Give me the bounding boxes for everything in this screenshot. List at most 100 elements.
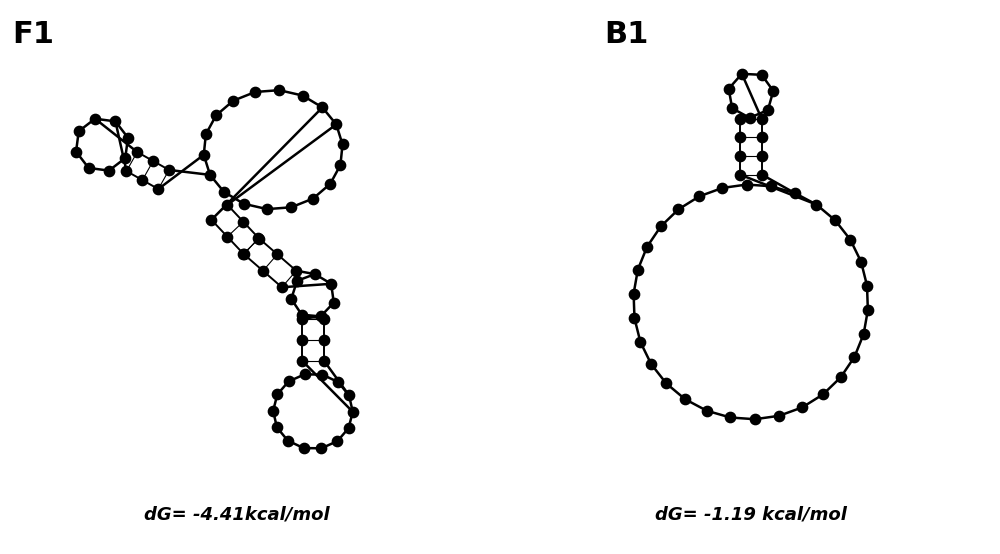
Point bbox=[314, 103, 330, 112]
Point bbox=[235, 249, 251, 258]
Point bbox=[250, 233, 266, 242]
Point bbox=[345, 407, 361, 416]
Point bbox=[202, 171, 218, 179]
Point bbox=[626, 314, 642, 322]
Point bbox=[732, 114, 748, 123]
Point bbox=[739, 180, 755, 189]
Point bbox=[677, 395, 693, 404]
Point bbox=[307, 270, 323, 279]
Point bbox=[129, 147, 145, 156]
Point bbox=[859, 281, 875, 290]
Point bbox=[196, 151, 212, 160]
Point bbox=[203, 216, 219, 224]
Point bbox=[274, 283, 290, 292]
Point bbox=[330, 378, 346, 387]
Point bbox=[763, 182, 779, 191]
Point bbox=[219, 201, 235, 209]
Point bbox=[842, 235, 858, 244]
Point bbox=[295, 91, 311, 100]
Point bbox=[322, 179, 338, 188]
Point bbox=[734, 69, 750, 78]
Point bbox=[283, 295, 299, 304]
Point bbox=[827, 216, 843, 225]
Point bbox=[68, 147, 84, 156]
Point bbox=[722, 413, 738, 422]
Point bbox=[860, 306, 876, 315]
Point bbox=[329, 437, 345, 445]
Point bbox=[732, 151, 748, 160]
Point bbox=[198, 130, 214, 138]
Point bbox=[754, 70, 770, 79]
Point bbox=[251, 234, 267, 243]
Text: B1: B1 bbox=[604, 20, 649, 49]
Point bbox=[856, 330, 872, 338]
Point bbox=[316, 314, 332, 323]
Point bbox=[294, 335, 310, 344]
Point bbox=[265, 407, 281, 416]
Point bbox=[294, 314, 310, 323]
Point bbox=[107, 117, 123, 126]
Point bbox=[754, 114, 770, 123]
Point bbox=[281, 377, 297, 386]
Point bbox=[235, 217, 251, 226]
Point bbox=[833, 373, 849, 382]
Point bbox=[754, 133, 770, 142]
Point bbox=[815, 390, 831, 399]
Point bbox=[653, 222, 669, 231]
Point bbox=[118, 167, 134, 176]
Point bbox=[787, 188, 803, 197]
Point bbox=[269, 423, 285, 432]
Point bbox=[721, 84, 737, 93]
Point bbox=[150, 184, 166, 193]
Point bbox=[81, 163, 97, 172]
Point bbox=[259, 204, 275, 213]
Point bbox=[313, 444, 329, 453]
Point bbox=[247, 88, 263, 96]
Point bbox=[280, 436, 296, 445]
Point bbox=[305, 194, 321, 203]
Point bbox=[145, 157, 161, 166]
Point bbox=[236, 250, 252, 259]
Point bbox=[71, 127, 87, 136]
Point bbox=[328, 120, 344, 129]
Point bbox=[724, 104, 740, 112]
Point bbox=[742, 114, 758, 122]
Point bbox=[134, 176, 150, 184]
Point bbox=[341, 391, 357, 400]
Point bbox=[714, 183, 730, 192]
Point bbox=[289, 276, 305, 285]
Point bbox=[699, 406, 715, 415]
Point bbox=[630, 265, 646, 274]
Point bbox=[771, 412, 787, 420]
Point bbox=[161, 166, 177, 175]
Point bbox=[208, 111, 224, 120]
Point bbox=[754, 151, 770, 160]
Point bbox=[853, 257, 869, 266]
Point bbox=[314, 370, 330, 379]
Point bbox=[120, 134, 136, 142]
Point bbox=[632, 337, 648, 346]
Point bbox=[288, 266, 304, 275]
Point bbox=[808, 200, 824, 209]
Point bbox=[101, 166, 117, 175]
Point bbox=[294, 310, 310, 319]
Point bbox=[765, 86, 781, 95]
Point bbox=[747, 415, 763, 424]
Point bbox=[335, 140, 351, 149]
Point bbox=[323, 279, 339, 288]
Point bbox=[760, 106, 776, 115]
Point bbox=[341, 424, 357, 433]
Point bbox=[255, 266, 271, 275]
Point bbox=[296, 444, 312, 453]
Point bbox=[294, 356, 310, 365]
Point bbox=[271, 86, 287, 95]
Point bbox=[216, 187, 232, 196]
Text: dG= -1.19 kcal/mol: dG= -1.19 kcal/mol bbox=[655, 506, 847, 524]
Point bbox=[326, 298, 342, 307]
Point bbox=[670, 205, 686, 214]
Point bbox=[117, 153, 133, 162]
Point bbox=[691, 192, 707, 201]
Point bbox=[283, 203, 299, 212]
Point bbox=[332, 161, 348, 170]
Point bbox=[794, 403, 810, 412]
